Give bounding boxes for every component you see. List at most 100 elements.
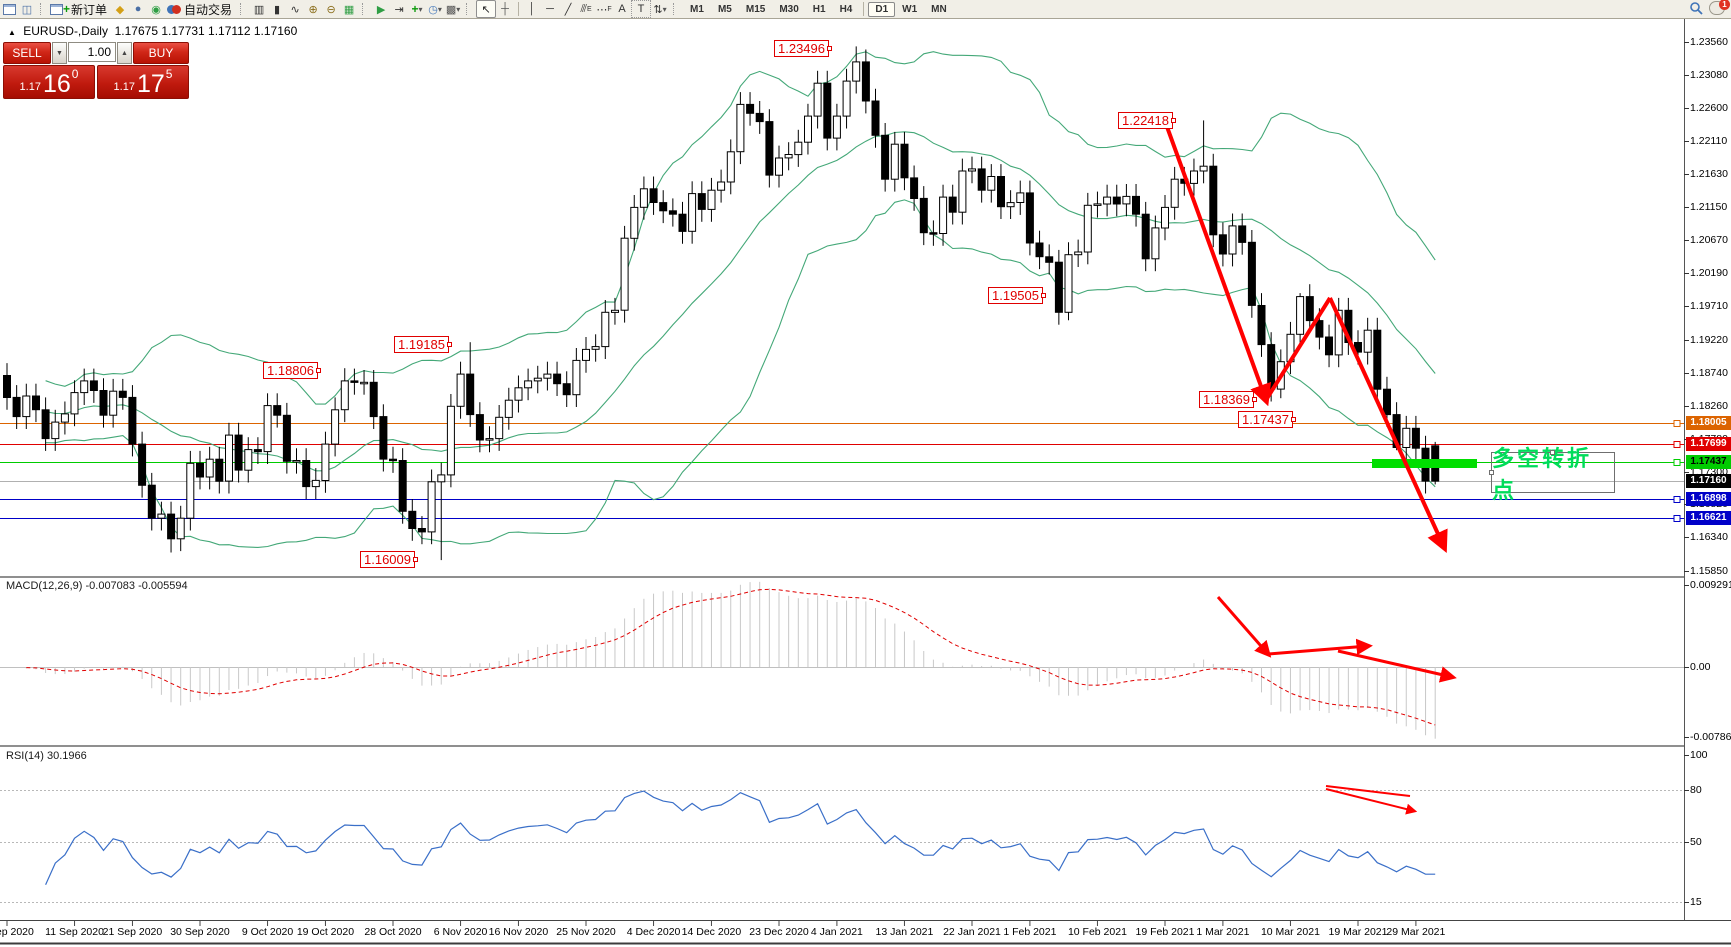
rsi-header: RSI(14) 30.1966 [6,750,87,762]
price-label-annotation[interactable]: 1.19505 [988,287,1046,304]
trendline-tool-icon[interactable]: ╱ [564,3,572,16]
date-label: 30 Sep 2020 [170,926,230,938]
price-label-annotation[interactable]: 1.16009 [360,551,418,568]
price-tick-label: 1.22110 [1690,135,1728,148]
timeframe-button-W1[interactable]: W1 [902,3,918,15]
price-label-annotation[interactable]: 1.22418 [1118,112,1176,129]
rsi-tick-label: 80 [1690,783,1702,796]
timeframe-button-M15[interactable]: M15 [745,3,766,15]
candlestick-chart-icon[interactable]: ▮ [274,3,281,16]
label-anchor-square [413,557,418,562]
price-label-annotation[interactable]: 1.19185 [394,336,452,353]
new-order-button[interactable]: + [50,1,70,17]
trend-arrow-annotation-rsi[interactable] [1325,785,1411,797]
level-line-handle[interactable] [1673,459,1681,466]
timeframe-button-MN[interactable]: MN [931,3,947,15]
buy-price-box[interactable]: 1.17 17 5 [97,65,189,99]
sell-price-box[interactable]: 1.17 16 0 [3,65,95,99]
volume-decrease-button[interactable]: ▼ [52,42,67,64]
level-price-badge: 1.18005 [1686,416,1731,431]
text-annotation[interactable]: 多空转折点 [1489,446,1615,503]
rsi-tick-label: 100 [1690,749,1708,761]
notification-badge: 1 [1719,0,1730,10]
date-label: 29 Mar 2021 [1386,926,1446,938]
date-label: 2 Sep 2020 [0,926,34,938]
trend-arrow-annotation-main[interactable] [1264,296,1332,402]
bar-chart-icon[interactable]: ▥ [253,3,265,16]
ohlc-values: 1.17675 1.17731 1.17112 1.17160 [114,24,298,38]
level-line-handle[interactable] [1673,441,1681,448]
macd-tick-label: 0.00 [1690,661,1711,673]
search-icon[interactable] [1689,1,1703,15]
price-label-annotation[interactable]: 1.18369 [1199,391,1257,408]
vertical-line-tool-icon[interactable]: │ [528,3,536,15]
autotrading-button[interactable] [165,1,183,17]
chart-shift-icon[interactable]: ⇥ [394,3,404,16]
signals-icon[interactable]: ◉ [151,3,161,16]
price-tick-label: 1.16340 [1690,531,1728,544]
timeframe-button-M5[interactable]: M5 [717,3,732,15]
level-line-handle[interactable] [1673,420,1681,427]
date-label: 4 Dec 2020 [626,926,681,938]
timeframe-button-M30[interactable]: M30 [779,3,799,15]
level-line-handle[interactable] [1673,496,1681,503]
level-line-handle[interactable] [1673,515,1681,522]
macd-label: MACD(12,26,9) [6,580,83,592]
new-order-label[interactable]: 新订单 [71,2,108,17]
price-label-annotation[interactable]: 1.18806 [263,362,321,379]
volume-increase-button[interactable]: ▲ [117,42,132,64]
buy-button[interactable]: BUY [133,42,189,64]
arrows-tool-icon[interactable]: ⇅ ▾ [653,3,667,16]
selection-handle[interactable] [1489,469,1494,475]
new-chart-icon[interactable] [0,1,18,17]
line-chart-icon[interactable]: ∿ [290,3,300,16]
horizontal-line-tool-icon[interactable]: ─ [546,3,554,15]
trend-arrow-annotation-rsi[interactable] [1325,788,1418,815]
toolbar-grip [466,3,472,15]
fibonacci-tool-icon[interactable]: ⋯ F [596,3,612,16]
timeframe-button-M1[interactable]: M1 [690,3,704,15]
trend-arrow-annotation-macd[interactable] [1216,596,1272,658]
auto-scroll-icon[interactable]: ▶ [376,3,386,16]
highlight-bar-annotation[interactable] [1372,459,1477,468]
price-label-annotation[interactable]: 1.17437 [1238,411,1296,428]
price-label-annotation[interactable]: 1.23496 [774,40,832,57]
indicators-button[interactable]: + ▾ [411,2,423,16]
channel-tool-icon[interactable]: ⫻ E [580,2,592,15]
timeframe-button-H4[interactable]: H4 [839,3,853,15]
toolbar-right-group: 1 [1689,0,1730,15]
autotrading-label[interactable]: 自动交易 [184,2,233,17]
symbol-period: EURUSD-,Daily [23,24,108,38]
selection-handle[interactable] [1550,450,1555,455]
periods-button[interactable]: ◷ ▾ [428,3,442,16]
text-label-tool-icon[interactable]: T [631,0,652,18]
trend-arrow-annotation-macd[interactable] [1337,649,1457,683]
volume-input[interactable] [68,42,116,62]
rsi-label: RSI(14) [6,750,44,762]
tile-windows-icon[interactable]: ▦ [343,3,355,16]
timeframe-button-H1[interactable]: H1 [812,3,826,15]
price-tick-label: 1.18260 [1690,399,1728,412]
trend-arrow-annotation-main[interactable] [1328,297,1448,554]
text-tool-icon[interactable]: A [618,3,626,15]
timeframe-button-D1[interactable]: D1 [868,1,896,17]
zoom-in-icon[interactable]: ⊕ [308,3,318,16]
trend-arrow-annotation-macd[interactable] [1267,638,1373,656]
notifications-icon[interactable]: 1 [1709,0,1730,15]
templates-button[interactable]: ▩ ▾ [445,3,461,16]
cursor-tool-icon[interactable]: ↖ [476,0,497,18]
crosshair-tool-icon[interactable]: ┼ [501,3,509,15]
terminal-icon[interactable]: ● [134,3,142,15]
bollinger-middle-band [45,131,1436,472]
price-tick-label: 1.19220 [1690,333,1728,346]
zoom-out-icon[interactable]: ⊖ [326,3,336,16]
price-tick-label: 1.20670 [1690,234,1728,247]
sell-button[interactable]: SELL [3,42,51,64]
level-price-badge: 1.16898 [1686,492,1731,507]
styler-icon[interactable]: ◆ [115,3,125,16]
trend-arrow-annotation-main[interactable] [1164,123,1272,407]
one-click-trading-panel: SELL ▼ ▲ BUY 1.17 16 0 1.17 17 5 [3,42,189,100]
price-tick-label: 1.23080 [1690,68,1728,81]
chart-profiles-icon[interactable]: ◫ [21,3,33,16]
